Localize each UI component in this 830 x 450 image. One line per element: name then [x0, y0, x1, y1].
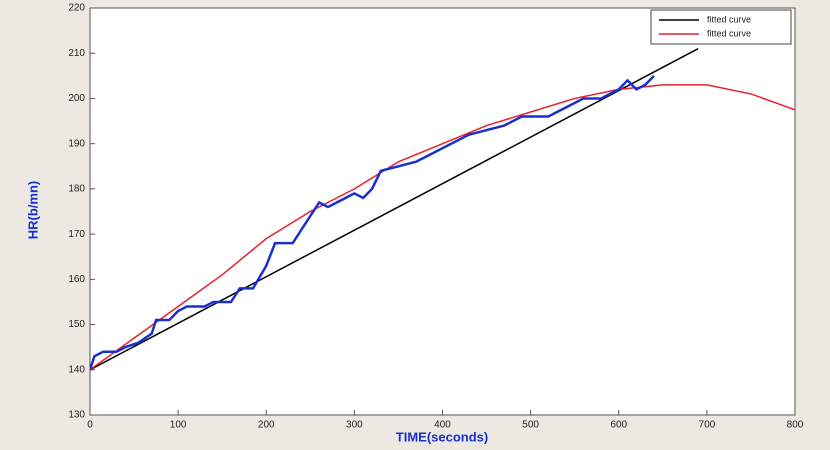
y-tick-label: 220 [68, 3, 85, 14]
y-tick-label: 160 [68, 274, 85, 285]
y-axis-label: HR(b/mn) [25, 181, 40, 240]
y-tick-label: 140 [68, 364, 85, 375]
x-tick-label: 800 [787, 420, 804, 431]
plot-area [90, 8, 795, 415]
y-tick-label: 170 [68, 229, 85, 240]
x-tick-label: 700 [699, 420, 716, 431]
x-tick-label: 600 [610, 420, 627, 431]
legend-label: fitted curve [707, 14, 751, 24]
y-tick-label: 150 [68, 319, 85, 330]
x-tick-label: 500 [522, 420, 539, 431]
page: TIME(seconds) HR(b/mn) 0 100 200 300 400 500 6… [0, 0, 830, 450]
legend-label: fitted curve [707, 28, 751, 38]
y-tick-label: 180 [68, 184, 85, 195]
x-tick-label: 100 [170, 420, 187, 431]
y-tick-label: 130 [68, 410, 85, 421]
x-tick-label: 200 [258, 420, 275, 431]
x-tick-label: 0 [87, 420, 93, 431]
x-tick-label: 300 [346, 420, 363, 431]
x-tick-label: 400 [434, 420, 451, 431]
y-tick-label: 200 [68, 93, 85, 104]
y-tick-label: 190 [68, 138, 85, 149]
chart: TIME(seconds) HR(b/mn) 0 100 200 300 400 500 6… [0, 0, 830, 450]
x-axis-label: TIME(seconds) [396, 429, 488, 444]
y-tick-label: 210 [68, 48, 85, 59]
